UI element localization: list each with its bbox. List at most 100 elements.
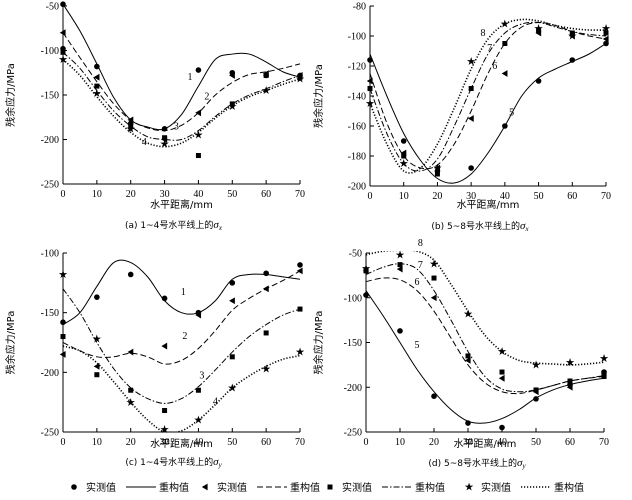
- data-point: ★: [92, 87, 102, 100]
- x-tick-label: 40: [500, 191, 510, 202]
- data-point: [363, 292, 369, 298]
- data-point: [195, 109, 202, 117]
- data-point: [431, 393, 437, 400]
- data-point: [603, 40, 609, 47]
- data-point: [162, 135, 168, 141]
- data-point: [229, 72, 235, 79]
- x-tick-label: 0: [368, 191, 373, 202]
- y-tick-label: -120: [348, 62, 366, 73]
- data-point: ★: [126, 122, 136, 135]
- y-tick-label: -100: [344, 293, 362, 304]
- series-line-3: [63, 288, 301, 404]
- legend-item-2: 实测值 重构值: [201, 481, 320, 494]
- legend-reconstructed-label: 重构值: [415, 481, 445, 494]
- curve-number-label: 2: [182, 331, 187, 342]
- data-point: [60, 1, 66, 8]
- data-point: [401, 153, 407, 159]
- curve-number-label: 1: [187, 72, 192, 83]
- y-axis-title: 残余应力/MPa: [312, 311, 325, 375]
- data-point: [502, 41, 508, 46]
- panel-caption: (a) 1~4号水平线上的σx: [125, 219, 223, 232]
- y-tick-label: -200: [41, 368, 59, 379]
- data-point: [127, 271, 134, 278]
- data-point: [94, 63, 100, 70]
- series-line-3: [366, 263, 605, 393]
- curve-number-label: 4: [213, 397, 218, 408]
- x-tick-label: 50: [227, 437, 237, 448]
- series-line-1: [63, 4, 301, 131]
- data-point: [467, 115, 474, 122]
- curve-number-label: 1: [181, 287, 186, 298]
- chart-panel-1: 0 10 20 30 40 50 60 70 -50 -100 -150 -200 -250 水平距离/m…: [4, 1, 305, 232]
- x-tick-label: 50: [227, 189, 237, 200]
- legend-reconstructed-label: 重构值: [554, 481, 584, 494]
- x-tick-label: 10: [92, 437, 102, 448]
- data-point: ★: [463, 307, 473, 320]
- data-point: ★: [160, 138, 170, 151]
- data-point: [297, 262, 303, 268]
- legend: 实测值 重构值 实测值 重构值 实测值 重构值 ★ 实测值 重构值: [71, 481, 584, 494]
- y-tick-label: -100: [41, 46, 59, 57]
- data-point: [566, 383, 573, 391]
- x-tick-label: 50: [531, 437, 541, 448]
- data-point: ★: [399, 157, 409, 170]
- data-point: ★: [58, 268, 68, 281]
- legend-marker: ★: [464, 481, 474, 494]
- y-tick-label: -80: [353, 2, 366, 13]
- data-point: [94, 83, 100, 89]
- data-point: [465, 420, 471, 426]
- y-tick-label: -250: [41, 428, 59, 439]
- data-point: ★: [395, 248, 405, 261]
- data-point: ★: [295, 73, 305, 86]
- data-point: ★: [261, 84, 271, 97]
- data-point: ★: [531, 358, 541, 371]
- data-point: ★: [567, 30, 577, 43]
- data-point: [397, 328, 403, 334]
- x-tick-label: 60: [567, 191, 577, 202]
- data-point: [297, 306, 303, 312]
- x-tick-label: 40: [497, 437, 507, 448]
- data-point: [536, 27, 542, 33]
- data-point: [60, 319, 66, 326]
- data-point: ★: [565, 356, 575, 369]
- x-tick-label: 0: [61, 189, 66, 200]
- data-point: ★: [601, 22, 611, 35]
- data-point: [263, 72, 269, 78]
- data-point: [162, 408, 168, 414]
- data-point: [400, 138, 407, 144]
- data-point: [128, 123, 134, 129]
- legend-measured-label: 实测值: [217, 481, 247, 494]
- data-point: [262, 285, 269, 293]
- legend-reconstructed-label: 重构值: [159, 481, 189, 494]
- x-tick-label: 60: [261, 189, 271, 200]
- data-point: ★: [261, 362, 271, 375]
- y-tick-label: -180: [348, 152, 366, 163]
- curve-number-label: 2: [204, 91, 209, 102]
- data-point: [128, 387, 134, 393]
- data-point: [195, 153, 201, 159]
- curve-number-label: 8: [480, 28, 485, 39]
- x-tick-label: 60: [261, 437, 271, 448]
- data-point: [296, 267, 303, 275]
- data-point: [93, 362, 100, 370]
- data-point: [297, 74, 303, 80]
- data-point: [93, 73, 100, 81]
- data-point: ★: [466, 55, 476, 68]
- series-line-4: [63, 58, 301, 148]
- data-point: [60, 334, 66, 340]
- x-tick-label: 30: [463, 437, 473, 448]
- data-point: [430, 294, 437, 302]
- legend-measured-label: 实测值: [481, 481, 511, 494]
- x-tick-label: 60: [565, 437, 575, 448]
- y-tick-label: -250: [344, 428, 362, 439]
- series-line-4: [370, 18, 607, 174]
- data-point: ★: [126, 396, 136, 409]
- data-point: [195, 311, 202, 319]
- curve-number-label: 6: [492, 61, 497, 72]
- data-point: [195, 387, 201, 393]
- x-tick-label: 30: [160, 437, 170, 448]
- legend-marker: [327, 484, 333, 490]
- data-point: [59, 29, 66, 37]
- y-tick-label: -140: [348, 92, 366, 103]
- y-tick-label: -200: [344, 383, 362, 394]
